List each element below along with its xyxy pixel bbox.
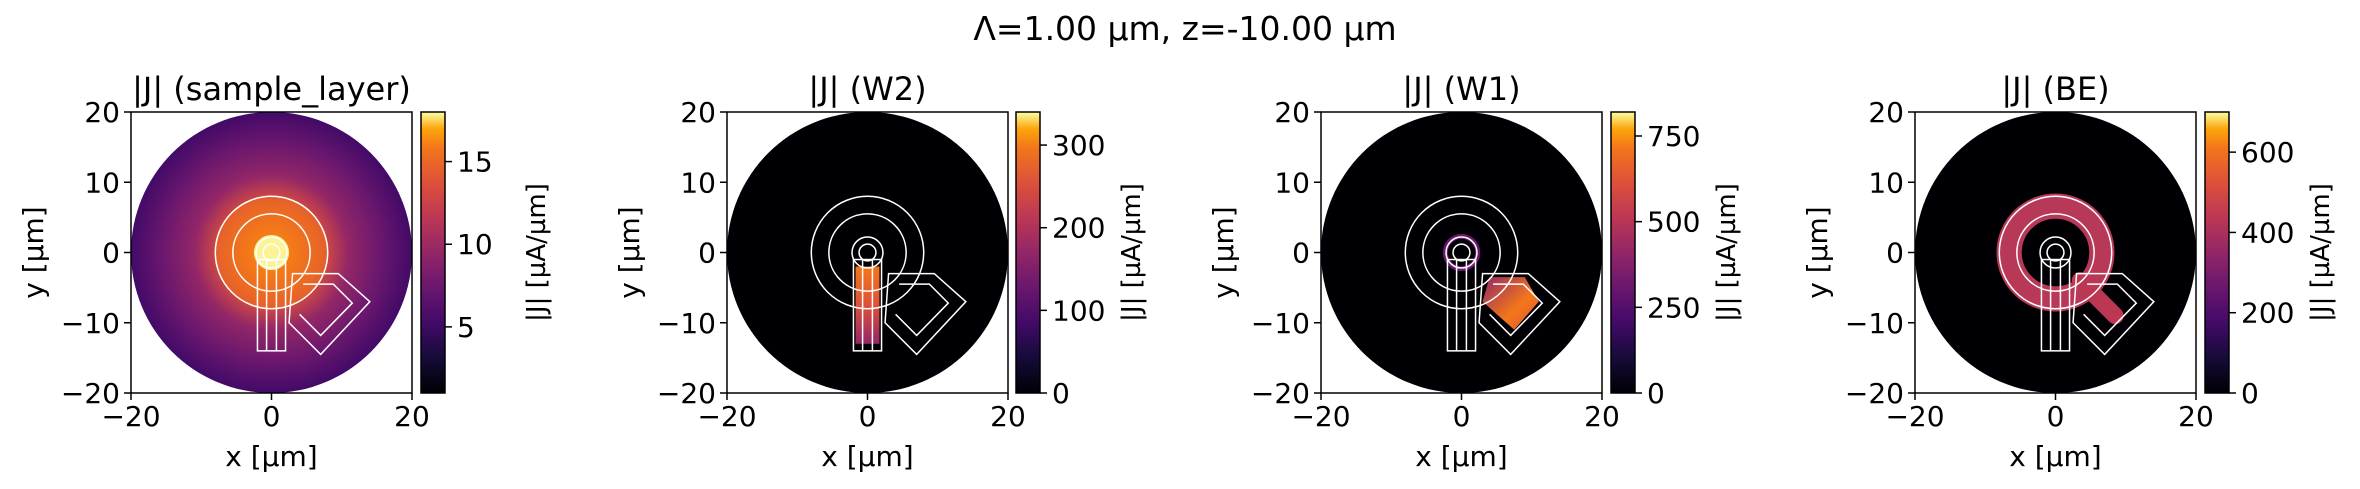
subplot-title: |J| (W1)	[1402, 70, 1520, 108]
colorbar-tick-label: 0	[2241, 377, 2259, 410]
hotspot	[253, 234, 290, 271]
colorbar	[420, 111, 446, 394]
subplot-4: |J| (BE) −20 0 20 20 10 0 −10 −20 x [µm] y [µm] 0 20…	[1801, 70, 2336, 473]
colorbar-label: |J| [µA/µm]	[1117, 183, 1147, 322]
device-outline	[810, 195, 967, 356]
hotspot	[1482, 277, 1539, 330]
y-tick-label: −10	[1251, 307, 1310, 340]
y-tick-label: 0	[102, 237, 120, 270]
x-tick-label: −20	[1885, 400, 1944, 433]
y-tick-label: −10	[1845, 307, 1904, 340]
device-outline	[1404, 195, 1561, 356]
y-tick-label: −20	[1251, 377, 1310, 410]
y-tick-label: −20	[61, 377, 120, 410]
x-tick-label: −20	[697, 400, 756, 433]
y-axis-label: y [µm]	[1801, 206, 1834, 298]
hotspot	[855, 266, 880, 344]
x-tick-label: 20	[990, 400, 1026, 433]
colorbar-tick-label: 200	[2241, 297, 2294, 330]
subplot-title: |J| (W2)	[808, 70, 926, 108]
colorbar	[2204, 111, 2230, 394]
x-tick-label: 0	[859, 400, 877, 433]
colorbar-tick-label: 5	[457, 311, 475, 344]
x-tick-label: −20	[1291, 400, 1350, 433]
y-tick-label: 10	[680, 166, 716, 199]
y-tick-label: −20	[657, 377, 716, 410]
y-tick-label: 20	[1274, 96, 1310, 129]
hotspot	[1996, 193, 2115, 312]
device-outline	[1998, 195, 2155, 356]
y-tick-label: 20	[84, 96, 120, 129]
y-tick-label: 0	[1292, 237, 1310, 270]
colorbar-label: |J| [µA/µm]	[522, 183, 552, 322]
x-axis-label: x [µm]	[2009, 440, 2101, 473]
x-axis-label: x [µm]	[821, 440, 913, 473]
figure-suptitle: Λ=1.00 µm, z=-10.00 µm	[973, 9, 1396, 48]
x-tick-label: 20	[2178, 400, 2214, 433]
y-tick-label: 20	[1868, 96, 1904, 129]
y-tick-label: −10	[61, 307, 120, 340]
colorbar-label: |J| [µA/µm]	[1712, 183, 1742, 322]
current-density-map	[1915, 112, 2196, 393]
x-tick-label: 0	[263, 400, 281, 433]
subplot-3: |J| (W1) −20 0 20 20 10 0 −10 −20 x [µm] y [µm] 0 25…	[1207, 70, 1742, 473]
colorbar	[1015, 111, 1041, 394]
colorbar-tick-label: 100	[1052, 294, 1105, 327]
subplot-title: |J| (BE)	[2001, 70, 2109, 108]
x-tick-label: −20	[101, 400, 160, 433]
x-tick-label: 0	[1453, 400, 1471, 433]
current-density-map	[1321, 112, 1602, 393]
y-tick-label: 0	[698, 237, 716, 270]
colorbar-tick-label: 0	[1052, 377, 1070, 410]
colorbar-tick-label: 10	[457, 228, 493, 261]
colorbar-tick-label: 300	[1052, 129, 1105, 162]
y-axis-label: y [µm]	[613, 206, 646, 298]
hotspot	[2071, 272, 2124, 325]
y-tick-label: 10	[1274, 166, 1310, 199]
colorbar-tick-label: 200	[1052, 212, 1105, 245]
x-tick-label: 20	[1584, 400, 1620, 433]
colorbar-tick-label: 500	[1647, 206, 1700, 239]
colorbar	[1610, 111, 1636, 394]
device-outline	[214, 195, 371, 356]
colorbar-tick-label: 600	[2241, 136, 2294, 169]
subplot-title: |J| (sample_layer)	[132, 70, 411, 108]
y-axis-label: y [µm]	[1207, 206, 1240, 298]
subplot-1: |J| (sample_layer) −20 0 20 20 10 0 −10 −20 x [µm…	[17, 70, 552, 473]
y-tick-label: 10	[84, 166, 120, 199]
x-axis-label: x [µm]	[1415, 440, 1507, 473]
colorbar-tick-label: 0	[1647, 377, 1665, 410]
colorbar-label: |J| [µA/µm]	[2306, 183, 2336, 322]
x-axis-label: x [µm]	[225, 440, 317, 473]
y-tick-label: −10	[657, 307, 716, 340]
colorbar-tick-label: 250	[1647, 291, 1700, 324]
y-tick-label: 20	[680, 96, 716, 129]
colorbar-tick-label: 15	[457, 146, 493, 179]
colorbar-tick-label: 400	[2241, 216, 2294, 249]
x-tick-label: 20	[394, 400, 430, 433]
colorbar-tick-label: 750	[1647, 120, 1700, 153]
y-tick-label: −20	[1845, 377, 1904, 410]
current-density-map	[727, 112, 1008, 393]
y-tick-label: 0	[1886, 237, 1904, 270]
y-axis-label: y [µm]	[17, 206, 50, 298]
y-tick-label: 10	[1868, 166, 1904, 199]
x-tick-label: 0	[2047, 400, 2065, 433]
